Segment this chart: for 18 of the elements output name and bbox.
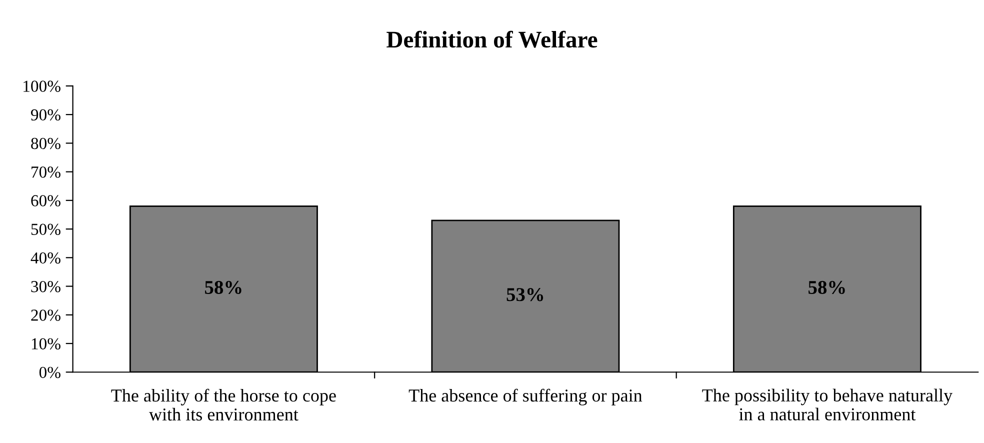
y-tick-label: 40%	[30, 252, 60, 264]
y-tick-label: 50%	[31, 224, 60, 236]
y-tick-label: 0%	[39, 366, 60, 378]
data-label: 58%	[808, 280, 845, 294]
y-tick-label: 10%	[32, 338, 60, 350]
y-tick-label: 90%	[30, 109, 60, 121]
chart-title: Definition of Welfare	[386, 30, 598, 48]
data-label: 53%	[506, 288, 544, 302]
y-tick-label: 30%	[31, 280, 60, 292]
y-tick-label: 80%	[31, 138, 60, 150]
x-tick-label: The possibility to behave naturally in a natural environment	[702, 388, 952, 420]
x-tick-label: The absence of suffering or pain	[408, 388, 642, 406]
y-tick-label: 70%	[32, 166, 60, 178]
x-tick-label: The ability of the horse to cope with its environment	[111, 388, 336, 421]
y-tick-label: 100%	[24, 80, 60, 92]
data-label: 58%	[205, 280, 242, 294]
y-tick-label: 20%	[31, 310, 60, 321]
y-tick-label: 60%	[31, 195, 60, 206]
